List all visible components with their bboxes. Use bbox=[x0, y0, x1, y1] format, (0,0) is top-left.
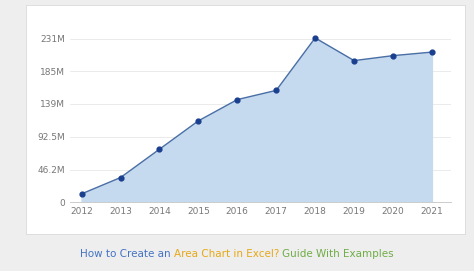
Point bbox=[350, 59, 358, 63]
Point bbox=[155, 147, 163, 151]
Point bbox=[273, 88, 280, 92]
Point bbox=[234, 97, 241, 102]
Point bbox=[389, 53, 397, 58]
Text: How to Create an: How to Create an bbox=[80, 249, 174, 259]
Point bbox=[78, 192, 85, 196]
Text: Guide With Examples: Guide With Examples bbox=[283, 249, 394, 259]
Point bbox=[117, 175, 124, 180]
Point bbox=[428, 50, 436, 54]
Point bbox=[194, 119, 202, 123]
Text: Area Chart in Excel?: Area Chart in Excel? bbox=[174, 249, 279, 259]
Point bbox=[311, 36, 319, 40]
